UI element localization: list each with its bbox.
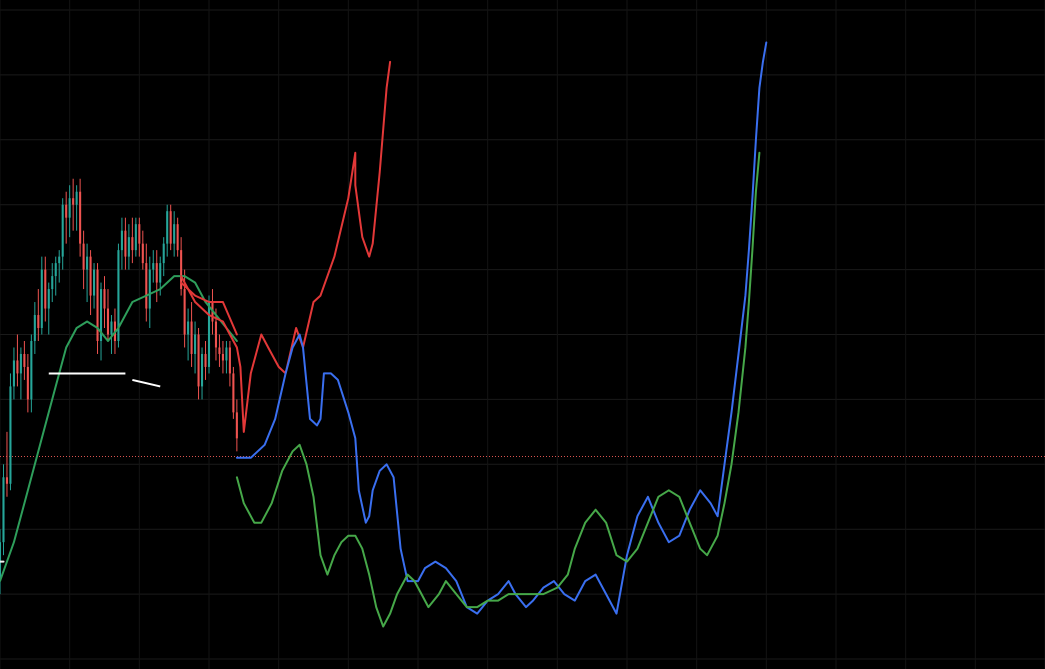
candle-body <box>173 224 176 244</box>
candle-body <box>120 230 123 251</box>
candle-body <box>33 315 36 341</box>
candle-body <box>103 289 106 309</box>
candle-body <box>235 412 238 439</box>
series-line-5 <box>235 151 761 628</box>
candle-body <box>19 353 22 374</box>
candle-body <box>152 263 155 270</box>
candle-body <box>44 269 47 309</box>
candle-body <box>155 263 158 283</box>
candle-body <box>23 353 26 367</box>
candle-body <box>127 237 130 257</box>
support-lines <box>48 372 161 388</box>
candle-body <box>232 373 235 413</box>
candle-body <box>26 366 29 400</box>
candle-body <box>30 340 33 400</box>
candle-body <box>86 256 89 270</box>
candle-body <box>166 211 169 244</box>
candle-body <box>145 263 148 309</box>
candle-body <box>5 477 9 484</box>
candle-body <box>141 243 144 264</box>
candle-body <box>68 198 71 218</box>
candle-body <box>93 269 96 296</box>
candle-body <box>221 353 224 361</box>
candle-body <box>2 477 5 543</box>
candle-body <box>134 224 137 251</box>
candle-body <box>159 263 162 283</box>
candlestick-series <box>0 178 238 595</box>
candle-body <box>176 224 179 251</box>
candle-body <box>82 243 85 270</box>
candle-body <box>47 289 50 309</box>
candle-body <box>207 302 211 367</box>
candle-body <box>16 360 19 374</box>
candle-body <box>148 269 151 309</box>
candle-body <box>89 256 92 296</box>
candle-body <box>54 263 57 277</box>
candle-body <box>9 386 12 484</box>
candle-body <box>65 204 68 218</box>
candle-body <box>190 321 193 354</box>
candle-body <box>61 204 64 257</box>
candle-body <box>96 269 99 341</box>
candle-body <box>37 315 40 329</box>
candle-body <box>200 353 204 387</box>
support-line-1 <box>132 378 161 388</box>
candle-body <box>124 230 127 257</box>
candle-body <box>162 243 165 264</box>
candle-body <box>169 211 172 244</box>
candle-body <box>72 198 75 205</box>
candle-body <box>187 321 190 335</box>
candle-body <box>225 347 228 361</box>
candle-body <box>51 276 54 290</box>
candle-body <box>58 256 61 264</box>
candle-body <box>228 347 231 374</box>
candle-body <box>117 250 120 341</box>
candle-body <box>204 353 207 367</box>
candle-body <box>197 334 200 387</box>
candle-body <box>131 237 134 251</box>
candle-body <box>75 191 78 205</box>
candle-body <box>40 269 43 329</box>
candle-body <box>214 321 218 348</box>
candle-body <box>106 308 110 335</box>
candle-body <box>194 334 197 354</box>
candle-body <box>218 347 221 354</box>
series-line-4 <box>235 41 768 615</box>
candle-body <box>79 191 82 244</box>
candle-body <box>110 321 113 335</box>
candle-body <box>12 360 15 387</box>
candle-body <box>183 289 186 335</box>
series-line-3 <box>180 281 238 336</box>
candle-body <box>180 250 183 290</box>
candle-body <box>138 224 141 244</box>
series-line-0 <box>0 275 238 583</box>
candle-body <box>99 289 103 341</box>
line-series <box>0 41 768 628</box>
